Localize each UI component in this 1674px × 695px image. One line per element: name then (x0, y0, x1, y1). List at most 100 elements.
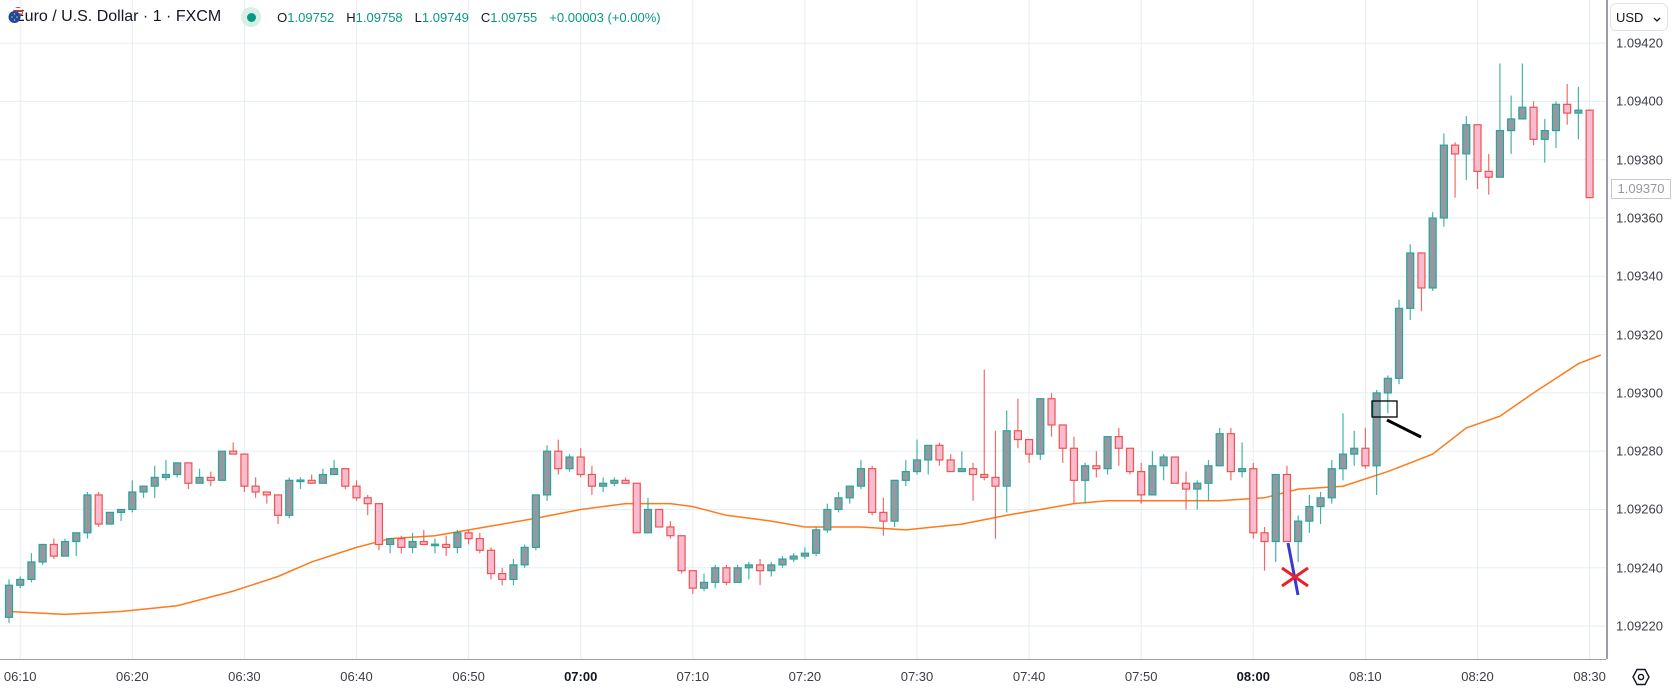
bullish-candle (856, 459, 866, 490)
candle-body (980, 473, 989, 479)
candle-body (599, 482, 608, 487)
settings-icon[interactable] (1628, 664, 1654, 690)
candle-body (868, 468, 877, 513)
price-tick-label: 1.09220 (1616, 618, 1663, 634)
candle-body (1159, 456, 1168, 467)
candle-body (565, 456, 574, 470)
candle-body (1125, 447, 1135, 473)
candle-body (1563, 103, 1572, 114)
bearish-candle (49, 538, 58, 560)
candle-body (1025, 438, 1034, 455)
bearish-candle (397, 535, 406, 554)
bullish-candle (296, 477, 305, 490)
bearish-candle (1226, 427, 1235, 481)
time-tick-label: 08:30 (1573, 669, 1606, 684)
bullish-candle (1394, 299, 1404, 385)
bearish-candle (206, 471, 215, 487)
candle-body (1002, 430, 1011, 487)
bullish-candle (1372, 389, 1381, 495)
candle-body (1305, 505, 1314, 522)
bullish-candle (1159, 454, 1168, 481)
candlestick-chart[interactable] (0, 0, 1606, 659)
ohlc-open: O1.09752 (277, 9, 335, 25)
bullish-candle (1350, 430, 1359, 466)
candle-body (957, 468, 966, 473)
candle-body (991, 476, 1000, 487)
bullish-candle (789, 553, 798, 562)
price-tick-label: 1.09240 (1616, 560, 1663, 576)
bullish-candle (1148, 451, 1157, 496)
bearish-candle (1114, 427, 1123, 466)
bearish-candle (677, 535, 686, 574)
bullish-candle (72, 532, 81, 557)
bearish-candle (666, 521, 675, 539)
bullish-candle (1338, 413, 1348, 481)
candle-body (901, 470, 910, 481)
bearish-candle (251, 477, 260, 498)
bullish-candle (890, 479, 899, 527)
price-tick-label: 1.09300 (1616, 385, 1663, 401)
candle-body (206, 476, 215, 481)
bullish-candle (699, 573, 709, 592)
time-axis[interactable]: 06:10 06:20 06:30 06:40 06:50 07:00 07:10 07:20… (0, 659, 1606, 695)
bullish-candle (408, 532, 417, 554)
bullish-candle (139, 485, 148, 498)
candle-body (397, 538, 406, 548)
candle-body (1462, 124, 1471, 155)
ohlc-high: H1.09758 (346, 9, 403, 25)
price-axis[interactable]: 1.09420 1.09400 1.09380 1.09360 1.09340 1.093… (1606, 0, 1674, 659)
price-change: +0.00003 (+0.00%) (549, 9, 661, 25)
bearish-candle (722, 564, 731, 586)
candle-body (1137, 470, 1146, 496)
symbol-title[interactable]: Euro / U.S. Dollar · 1 · FXCM (14, 8, 222, 25)
time-tick-label: 07:00 (564, 669, 598, 684)
price-tick-label: 1.09360 (1616, 210, 1663, 226)
black-arrow-line-drawing[interactable] (1386, 418, 1422, 439)
bullish-candle (1215, 427, 1224, 467)
candle-body (1181, 482, 1191, 490)
candle-body (139, 485, 148, 493)
bearish-candle (1361, 427, 1370, 469)
candle-body (72, 532, 81, 543)
price-tick-label: 1.09260 (1616, 501, 1663, 517)
candle-body (1350, 447, 1359, 455)
candle-body (800, 552, 810, 557)
moving-average-line (8, 354, 1602, 616)
candle-body (150, 476, 159, 487)
market-status-indicator[interactable] (241, 7, 262, 27)
bullish-candle (1204, 459, 1213, 501)
candle-body (1383, 377, 1392, 394)
rectangle-drawing[interactable] (1371, 400, 1398, 418)
candle-body (1047, 398, 1056, 426)
bearish-candle (946, 454, 955, 473)
bullish-candle (217, 450, 227, 481)
bullish-candle (957, 451, 966, 473)
candle-body (1540, 129, 1549, 140)
currency-value: USD (1616, 9, 1644, 25)
red-cross-marker-drawing[interactable] (1281, 566, 1309, 588)
candle-body (1574, 109, 1583, 114)
bearish-candle (341, 468, 350, 490)
bullish-candle (1271, 473, 1280, 562)
drawings-layer[interactable] (1281, 400, 1422, 596)
time-tick-label: 08:20 (1461, 669, 1494, 684)
bearish-candle (475, 532, 484, 554)
bearish-candle (240, 453, 249, 492)
bullish-candle (16, 576, 25, 589)
bullish-candle (1428, 212, 1437, 291)
candle-body (419, 540, 428, 546)
bullish-candle (128, 480, 137, 513)
candle-body (744, 564, 753, 569)
candle-body (587, 473, 597, 487)
time-tick-label: 08:00 (1236, 669, 1270, 684)
time-tick-label: 07:50 (1124, 669, 1158, 684)
chart-plot-area[interactable]: Euro / U.S. Dollar · 1 · FXCM O1.09752 H… (0, 0, 1606, 659)
candle-body (610, 479, 619, 484)
blue-trend-line-drawing[interactable] (1286, 542, 1300, 596)
candle-body (4, 584, 14, 618)
bullish-candle (834, 491, 843, 513)
candle-body (27, 561, 36, 581)
bullish-candle (711, 564, 720, 589)
bearish-candle (980, 369, 989, 481)
currency-selector[interactable]: USD (1610, 3, 1668, 31)
